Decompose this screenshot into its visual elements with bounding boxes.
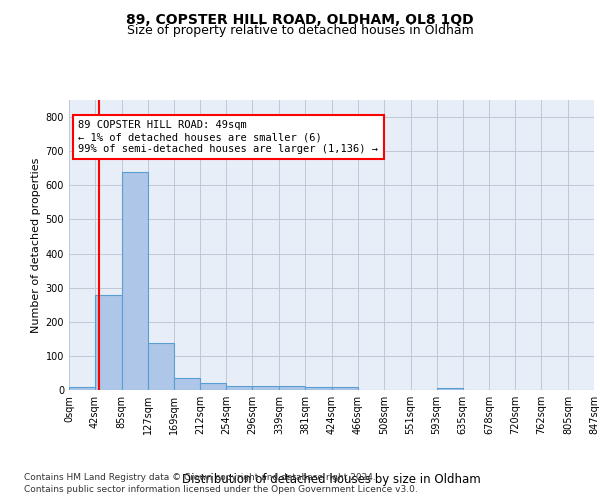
Bar	[253, 386, 279, 390]
Text: Size of property relative to detached houses in Oldham: Size of property relative to detached ho…	[127, 24, 473, 37]
Bar	[174, 378, 200, 390]
Bar	[279, 386, 305, 390]
Bar	[305, 386, 332, 390]
Bar	[95, 295, 122, 390]
Text: 89, COPSTER HILL ROAD, OLDHAM, OL8 1QD: 89, COPSTER HILL ROAD, OLDHAM, OL8 1QD	[126, 12, 474, 26]
X-axis label: Distribution of detached houses by size in Oldham: Distribution of detached houses by size …	[182, 473, 481, 486]
Bar	[69, 388, 95, 390]
Bar	[332, 388, 358, 390]
Bar	[122, 172, 148, 390]
Bar	[226, 386, 253, 390]
Text: Contains public sector information licensed under the Open Government Licence v3: Contains public sector information licen…	[24, 485, 418, 494]
Bar	[200, 383, 226, 390]
Text: Contains HM Land Registry data © Crown copyright and database right 2024.: Contains HM Land Registry data © Crown c…	[24, 472, 376, 482]
Bar	[148, 343, 174, 390]
Text: 89 COPSTER HILL ROAD: 49sqm
← 1% of detached houses are smaller (6)
99% of semi-: 89 COPSTER HILL ROAD: 49sqm ← 1% of deta…	[78, 120, 378, 154]
Bar	[437, 388, 463, 390]
Y-axis label: Number of detached properties: Number of detached properties	[31, 158, 41, 332]
